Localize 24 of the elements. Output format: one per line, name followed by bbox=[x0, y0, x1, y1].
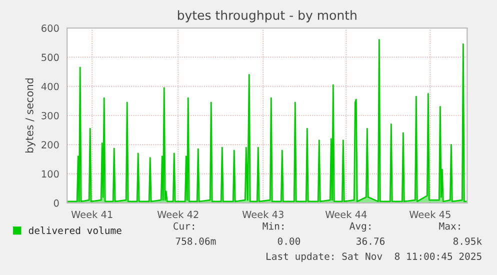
text: 36.76 bbox=[356, 237, 385, 245]
text: 758.06m bbox=[176, 237, 216, 245]
x-tick-label: Week 42 bbox=[157, 210, 198, 218]
text: Avg: bbox=[350, 222, 370, 232]
legend-label: delivered volume bbox=[28, 226, 122, 234]
y-tick-label: 300 bbox=[42, 112, 59, 120]
x-tick-label: Week 45 bbox=[409, 210, 450, 218]
text: 8.95k bbox=[453, 237, 482, 245]
y-tick-label: 100 bbox=[42, 170, 59, 178]
x-tick-label: Week 44 bbox=[325, 210, 367, 218]
x-tick-label: Week 43 bbox=[242, 210, 284, 218]
y-tick-label: 0 bbox=[54, 199, 59, 207]
chart-title: bytes throughput - by month bbox=[178, 10, 356, 22]
text: Min: bbox=[262, 222, 284, 230]
y-axis-title: bytes / second bbox=[25, 78, 36, 153]
y-tick-label: 600 bbox=[42, 24, 59, 32]
y-tick-label: 200 bbox=[42, 141, 59, 148]
x-tick-label: Week 41 bbox=[71, 210, 112, 218]
text: 0.00 bbox=[278, 237, 300, 245]
y-tick-label: 500 bbox=[42, 54, 59, 62]
text: Max: bbox=[439, 222, 460, 230]
y-tick-label: 400 bbox=[41, 82, 59, 90]
text: Last update: Sat Nov 8 11:00:45 2025 bbox=[266, 252, 482, 262]
text: Cur: bbox=[174, 222, 194, 230]
